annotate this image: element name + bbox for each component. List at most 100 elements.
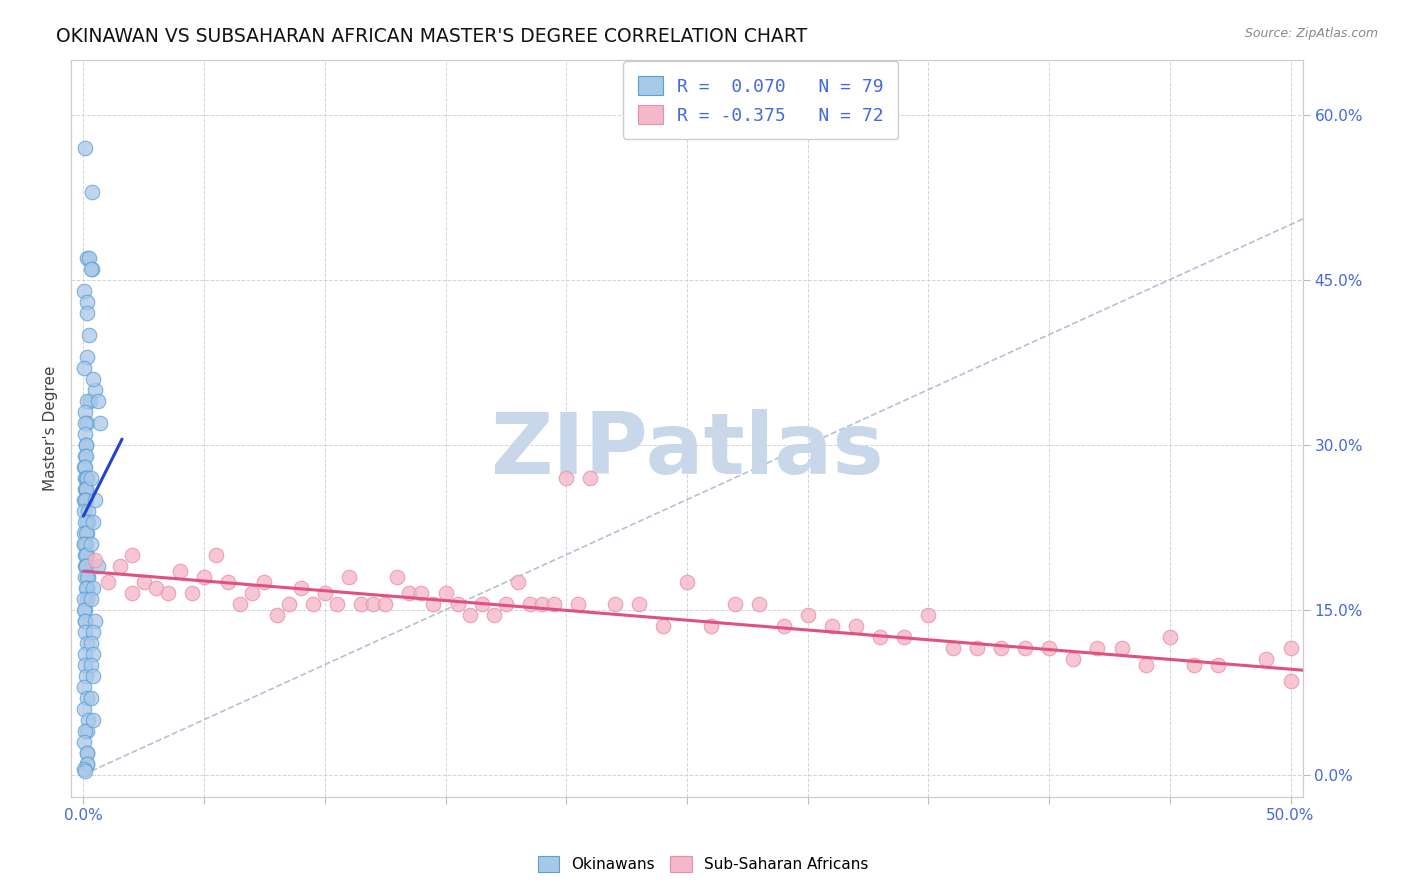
Point [76, 251, 98, 265]
Point [1206, 657, 1229, 672]
Point [75, 581, 97, 595]
Point [76, 350, 98, 364]
Point [156, 586, 179, 600]
Point [73, 536, 96, 550]
Point [567, 597, 589, 611]
Point [73, 701, 96, 715]
Point [495, 597, 517, 611]
Point [73, 569, 96, 583]
Point [84, 383, 107, 397]
Legend: R =  0.070   N = 79, R = -0.375   N = 72: R = 0.070 N = 79, R = -0.375 N = 72 [623, 62, 898, 139]
Point [1182, 657, 1205, 672]
Point [82, 581, 104, 595]
Point [1085, 641, 1108, 656]
Point [75, 668, 97, 682]
Point [82, 515, 104, 529]
Point [82, 713, 104, 727]
Point [555, 470, 578, 484]
Point [76, 723, 98, 738]
Point [217, 575, 239, 590]
Point [75, 482, 97, 496]
Point [75, 548, 97, 562]
Point [76, 548, 98, 562]
Point [1135, 657, 1157, 672]
Point [676, 575, 699, 590]
Point [253, 575, 276, 590]
Point [398, 586, 420, 600]
Point [76, 305, 98, 319]
Point [75, 470, 97, 484]
Point [326, 597, 349, 611]
Point [76, 525, 98, 540]
Point [893, 630, 915, 644]
Point [73, 482, 96, 496]
Point [76, 756, 98, 771]
Point [79, 657, 101, 672]
Point [87, 558, 110, 573]
Point [350, 597, 373, 611]
Point [724, 597, 747, 611]
Point [1014, 641, 1036, 656]
Point [76, 569, 98, 583]
Point [73, 602, 96, 616]
Point [75, 558, 97, 573]
Point [301, 597, 323, 611]
Point [290, 581, 312, 595]
Point [75, 492, 97, 507]
Point [87, 393, 110, 408]
Point [76, 581, 98, 595]
Point [84, 553, 107, 567]
Point [73, 459, 96, 474]
Point [75, 525, 97, 540]
Point [796, 608, 818, 623]
Point [82, 624, 104, 639]
Point [77, 251, 100, 265]
Point [77, 327, 100, 342]
Point [519, 597, 541, 611]
Point [205, 548, 228, 562]
Text: Source: ZipAtlas.com: Source: ZipAtlas.com [1244, 27, 1378, 40]
Point [869, 630, 891, 644]
Point [82, 647, 104, 661]
Point [506, 575, 529, 590]
Point [76, 470, 98, 484]
Point [1038, 641, 1060, 656]
Point [422, 597, 444, 611]
Point [75, 140, 97, 154]
Point [76, 635, 98, 649]
Point [471, 597, 494, 611]
Point [76, 713, 98, 727]
Point [361, 597, 384, 611]
Point [76, 515, 98, 529]
Point [75, 536, 97, 550]
Point [700, 619, 723, 633]
Point [75, 558, 97, 573]
Point [821, 619, 844, 633]
Point [73, 416, 96, 430]
Point [73, 680, 96, 694]
Point [89, 416, 111, 430]
Point [73, 492, 96, 507]
Point [79, 261, 101, 276]
Point [73, 657, 96, 672]
Point [242, 586, 264, 600]
Text: OKINAWAN VS SUBSAHARAN AFRICAN MASTER'S DEGREE CORRELATION CHART: OKINAWAN VS SUBSAHARAN AFRICAN MASTER'S … [56, 27, 807, 45]
Point [75, 437, 97, 451]
Point [73, 762, 96, 776]
Point [75, 558, 97, 573]
Point [76, 294, 98, 309]
Point [76, 746, 98, 760]
Point [73, 734, 96, 748]
Point [446, 597, 468, 611]
Point [627, 597, 650, 611]
Point [76, 393, 98, 408]
Point [73, 284, 96, 298]
Point [1256, 652, 1278, 666]
Point [941, 641, 963, 656]
Point [73, 525, 96, 540]
Point [75, 482, 97, 496]
Point [75, 449, 97, 463]
Point [73, 459, 96, 474]
Point [411, 586, 433, 600]
Point [96, 575, 118, 590]
